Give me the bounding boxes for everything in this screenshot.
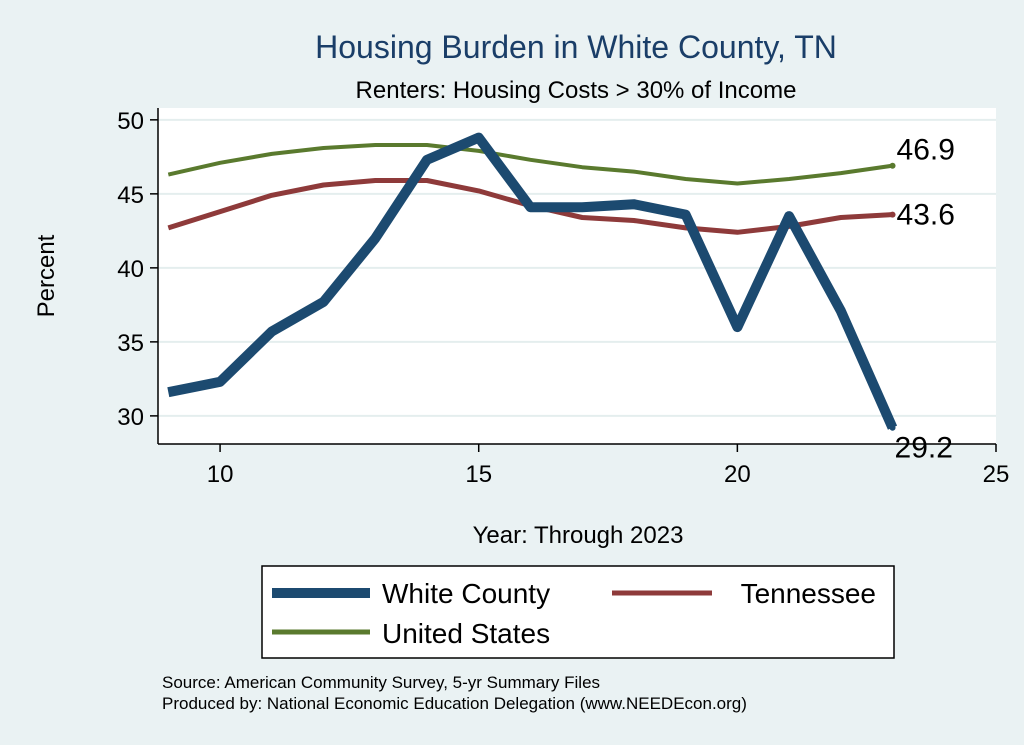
y-tick-label-40: 40 (117, 256, 144, 283)
y-axis: 30 35 40 45 50 (117, 108, 159, 444)
plot-area (158, 108, 996, 444)
end-label-tennessee: 43.6 (897, 199, 955, 232)
x-tick-label-15: 15 (465, 461, 492, 488)
x-axis: 10 15 20 25 (158, 443, 1010, 488)
chart-subtitle: Renters: Housing Costs > 30% of Income (356, 77, 797, 104)
end-labels: 46.9 43.6 29.2 (889, 134, 955, 465)
end-marker-united-states (889, 162, 896, 169)
x-axis-label: Year: Through 2023 (473, 522, 684, 549)
series-line-united-states (167, 143, 893, 186)
y-tick-label-35: 35 (117, 330, 144, 357)
y-tick-label-50: 50 (117, 108, 144, 135)
source-line-2: Produced by: National Economic Education… (162, 694, 747, 713)
series-line-white-county (167, 132, 898, 430)
legend-label-white-county: White County (382, 578, 550, 609)
source-line-1: Source: American Community Survey, 5-yr … (162, 673, 600, 692)
x-tick-label-25: 25 (983, 461, 1010, 488)
legend: White County Tennessee United States (261, 565, 895, 659)
end-label-white-county: 29.2 (895, 432, 953, 465)
series-lines (167, 132, 898, 430)
y-axis-label: Percent (33, 234, 60, 317)
end-label-united-states: 46.9 (897, 134, 955, 167)
y-tick-label-30: 30 (117, 404, 144, 431)
y-tick-label-45: 45 (117, 182, 144, 209)
legend-box (261, 565, 895, 659)
legend-label-united-states: United States (382, 618, 550, 649)
chart-title: Housing Burden in White County, TN (315, 29, 837, 65)
x-tick-label-20: 20 (724, 461, 751, 488)
x-tick-label-10: 10 (207, 461, 234, 488)
legend-label-tennessee: Tennessee (741, 578, 876, 609)
end-marker-white-county (889, 424, 896, 431)
end-marker-tennessee (889, 211, 896, 218)
